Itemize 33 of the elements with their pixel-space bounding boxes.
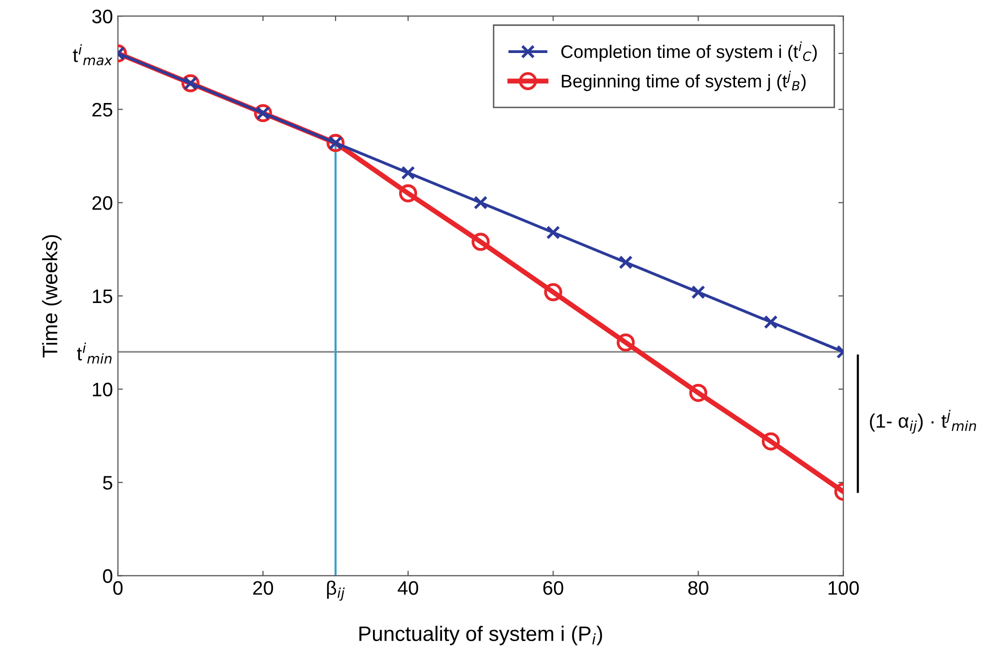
x-tick-label: 40 xyxy=(398,581,418,595)
text: (1- α$_{ij}$) · t$^{j}$$_{min}$ xyxy=(870,410,976,434)
point xyxy=(474,196,488,210)
point xyxy=(616,334,635,352)
point xyxy=(546,226,560,240)
point xyxy=(762,432,780,450)
point xyxy=(689,384,708,402)
x-tick-label: 20 xyxy=(253,581,274,595)
point xyxy=(691,285,706,300)
point xyxy=(401,166,416,180)
x-tick-label: 0 xyxy=(113,581,123,595)
legend-label: Completion time of system i (t$^{i}$$_{C}$) xyxy=(561,41,817,62)
x-tick-label: 60 xyxy=(543,581,564,595)
y-tick-label: t$^{i}$$_{min}$ xyxy=(77,342,112,364)
y-tick-label: 0 xyxy=(103,569,112,583)
x-axis-title: Punctuality of system i (P$_{i}$) xyxy=(359,626,602,646)
point xyxy=(764,315,778,329)
y-tick-label: 5 xyxy=(103,476,112,490)
y-tick-label: 10 xyxy=(92,382,112,396)
y-tick-label: 20 xyxy=(92,196,112,210)
x-tick-label: 100 xyxy=(828,581,859,595)
y-tick-label: 15 xyxy=(92,290,112,304)
y-tick-label: 25 xyxy=(92,102,112,117)
point xyxy=(399,184,418,202)
y-tick-label: t$^{i}$$_{max}$ xyxy=(72,44,112,66)
x-tick-label: β$_{ij}$ xyxy=(327,580,345,601)
y-axis-title: Time (weeks) xyxy=(42,235,62,358)
point xyxy=(544,283,562,302)
x-tick-label: 80 xyxy=(688,581,708,595)
point xyxy=(618,255,633,270)
point xyxy=(472,232,490,251)
legend-label: Beginning time of system j (t$^{j}$$_{B}$) xyxy=(562,70,806,92)
y-tick-label: 30 xyxy=(92,10,112,24)
